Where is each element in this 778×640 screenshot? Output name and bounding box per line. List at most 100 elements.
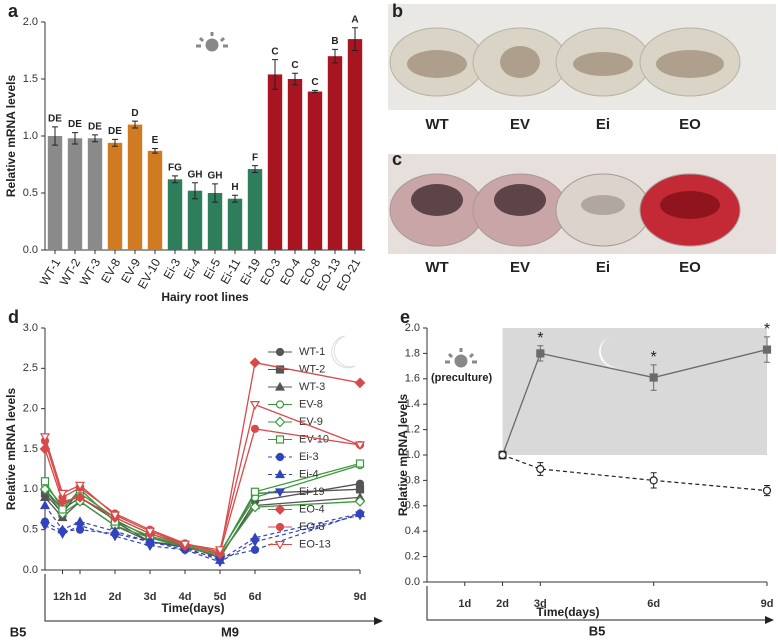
marker: [274, 381, 286, 391]
y-tick-label: 0.6: [405, 500, 420, 512]
photo-label: EV: [510, 116, 530, 133]
error-bar: [52, 126, 58, 146]
bar: [147, 150, 163, 250]
significance-letter: E: [152, 135, 159, 146]
marker: [57, 530, 68, 539]
x-tick-label: 6d: [249, 591, 262, 603]
y-axis-title: Relative mRNA levels: [396, 394, 410, 517]
significance-letter: DE: [48, 114, 62, 125]
bar: [127, 124, 143, 250]
x-tick-label: 1d: [74, 591, 87, 603]
x-tick-label: 3d: [144, 591, 157, 603]
y-axis-title: Relative mRNA levels: [4, 388, 18, 511]
significance-letter: A: [351, 14, 358, 25]
y-axis-title: Relative mRNA levels: [4, 75, 18, 198]
x-tick-label: EV-8: [98, 256, 123, 286]
significance-mark: *: [651, 349, 657, 366]
bar: [227, 198, 243, 250]
significance-letter: B: [331, 36, 338, 47]
y-tick-label: 0.0: [405, 576, 420, 588]
phase-arrow: [44, 574, 375, 622]
legend-label: EO-8: [299, 521, 325, 533]
marker: [250, 545, 260, 554]
bar: [167, 179, 183, 250]
x-tick-label: 2d: [109, 591, 122, 603]
y-tick-label: 0.0: [23, 244, 38, 256]
x-tick-label: 9d: [761, 598, 774, 610]
panel-label: b: [392, 1, 403, 21]
marker: [274, 469, 286, 479]
marker: [214, 546, 226, 556]
y-tick-label: 0.4: [405, 525, 420, 537]
y-tick-label: 2.0: [23, 403, 38, 415]
legend-label: WT-3: [299, 381, 325, 393]
error-bar: [312, 89, 318, 94]
x-tick-label: 5d: [214, 591, 227, 603]
marker: [354, 496, 366, 507]
bar: [287, 79, 303, 250]
y-tick-label: 1.0: [405, 449, 420, 461]
marker: [274, 504, 286, 515]
marker: [649, 373, 658, 382]
photo-label: Ei: [596, 259, 610, 276]
x-tick-label: 3d: [534, 598, 547, 610]
marker: [39, 500, 51, 510]
legend-label: Ei-19: [299, 486, 325, 498]
x-axis-title: Hairy root lines: [161, 290, 249, 304]
error-bar: [112, 138, 118, 147]
panel-label: c: [392, 149, 402, 169]
y-tick-label: 2.0: [405, 322, 420, 334]
x-axis-title: Time(days): [161, 601, 224, 615]
shaded-region: [502, 328, 767, 455]
marker: [275, 452, 285, 462]
marker: [275, 400, 285, 409]
marker: [57, 489, 68, 499]
bar: [187, 190, 203, 250]
error-bar: [292, 72, 298, 86]
arrow-head: [765, 616, 774, 624]
marker: [74, 492, 86, 503]
y-tick-label: 0.5: [23, 524, 38, 536]
photo-label: WT: [425, 259, 448, 276]
significance-letter: F: [252, 152, 258, 163]
significance-letter: GH: [208, 171, 223, 182]
error-bar: [132, 120, 138, 129]
y-tick-label: 1.5: [23, 443, 38, 455]
legend-label: EO-4: [299, 503, 325, 515]
x-tick-label: Ei-4: [181, 256, 204, 282]
phase-label: B5: [10, 624, 27, 639]
significance-letter: GH: [188, 169, 203, 180]
marker: [762, 486, 772, 495]
sun-icon: [445, 348, 477, 368]
y-tick-label: 2.0: [23, 16, 38, 28]
marker: [274, 540, 286, 550]
marker: [274, 416, 286, 428]
photo-b: [388, 4, 776, 110]
legend-label: EV-9: [299, 416, 323, 428]
y-tick-label: 0.0: [23, 564, 38, 576]
annotation: (preculture): [431, 372, 492, 384]
x-tick-label: 12h: [53, 591, 72, 603]
marker: [74, 522, 86, 531]
error-bar: [212, 183, 218, 203]
y-tick-label: 3.0: [23, 322, 38, 334]
error-bar: [172, 175, 178, 184]
y-tick-label: 0.2: [405, 551, 420, 563]
photo-label: EO: [679, 259, 701, 276]
photo-label: EO: [679, 116, 701, 133]
error-bar: [232, 194, 238, 203]
marker: [144, 527, 156, 537]
marker: [109, 511, 121, 521]
bar: [67, 138, 83, 250]
marker: [40, 477, 50, 486]
y-tick-label: 0.5: [23, 187, 38, 199]
bar: [247, 169, 263, 250]
error-bar: [272, 59, 278, 90]
series-line: [501, 348, 768, 456]
legend-label: Ei-4: [299, 468, 319, 480]
marker: [249, 357, 261, 369]
series-line: [44, 514, 361, 563]
bar: [307, 91, 323, 250]
error-bar: [332, 48, 338, 64]
